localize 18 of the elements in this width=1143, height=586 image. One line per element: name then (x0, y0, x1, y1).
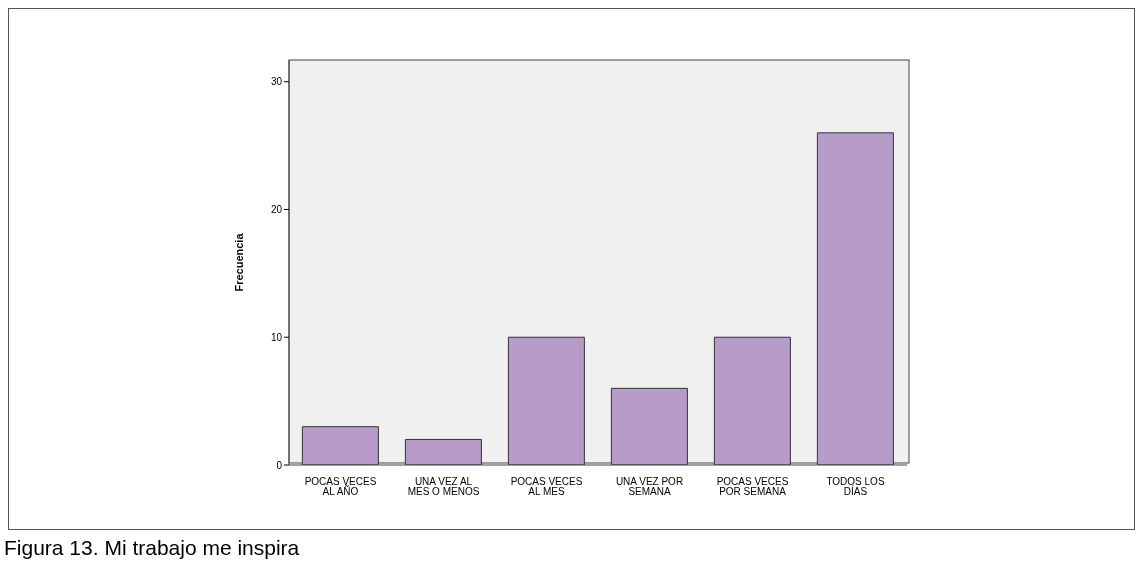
x-tick-label: UNA VEZ AL MES O MENOS (407, 476, 480, 497)
y-tick-label: 20 (270, 204, 283, 216)
x-tick-label: POCAS VECES AL AÑO (304, 476, 377, 497)
y-tick-label: 0 (276, 459, 283, 471)
bar (610, 387, 688, 465)
x-tick-label: UNA VEZ POR SEMANA (615, 476, 684, 497)
x-tick-label: TODOS LOS DÍAS (826, 476, 885, 497)
bar (301, 426, 379, 465)
text: Figura 13. Mi trabajo me inspira (4, 536, 301, 560)
y-axis-title: Frecuencia (232, 232, 245, 292)
y-tick-label: 30 (270, 76, 283, 88)
bar (816, 132, 894, 465)
x-tick-label: POCAS VECES POR SEMANA (716, 476, 789, 497)
y-tick-label: 10 (270, 331, 283, 343)
bar (713, 336, 791, 465)
x-tick-label: POCAS VECES AL MES (510, 476, 583, 497)
bar (404, 438, 482, 465)
bar (507, 336, 585, 465)
